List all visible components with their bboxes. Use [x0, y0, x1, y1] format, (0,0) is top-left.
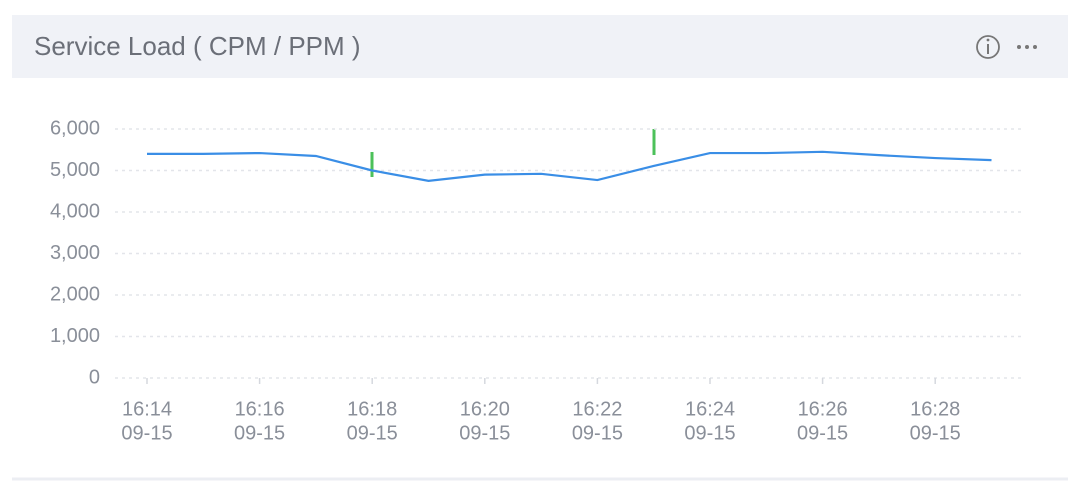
y-tick-label: 5,000 — [50, 159, 100, 181]
x-tick-label: 09-15 — [459, 422, 510, 444]
x-tick-label: 09-15 — [347, 422, 398, 444]
more-icon[interactable] — [1017, 45, 1037, 49]
y-tick-label: 4,000 — [50, 200, 100, 222]
x-tick-label: 09-15 — [797, 422, 848, 444]
y-tick-label: 2,000 — [50, 283, 100, 305]
y-tick-label: 0 — [89, 366, 100, 388]
y-tick-label: 1,000 — [50, 325, 100, 347]
x-tick-label: 16:14 — [122, 398, 172, 420]
x-tick-label: 09-15 — [121, 422, 172, 444]
x-tick-label: 16:22 — [572, 398, 622, 420]
y-tick-label: 6,000 — [50, 117, 100, 139]
x-tick-label: 16:24 — [685, 398, 735, 420]
y-tick-label: 3,000 — [50, 242, 100, 264]
x-tick-label: 09-15 — [572, 422, 623, 444]
chart-title: Service Load ( CPM / PPM ) — [34, 31, 361, 61]
x-tick-label: 09-15 — [910, 422, 961, 444]
info-icon[interactable] — [976, 35, 1000, 59]
panel-header — [12, 15, 1068, 78]
x-tick-label: 16:18 — [347, 398, 397, 420]
x-tick-label: 09-15 — [684, 422, 735, 444]
series-line — [147, 150, 992, 182]
x-tick-label: 16:26 — [798, 398, 848, 420]
x-tick-label: 16:28 — [910, 398, 960, 420]
x-tick-label: 16:16 — [235, 398, 285, 420]
x-tick-label: 09-15 — [234, 422, 285, 444]
x-tick-label: 16:20 — [460, 398, 510, 420]
